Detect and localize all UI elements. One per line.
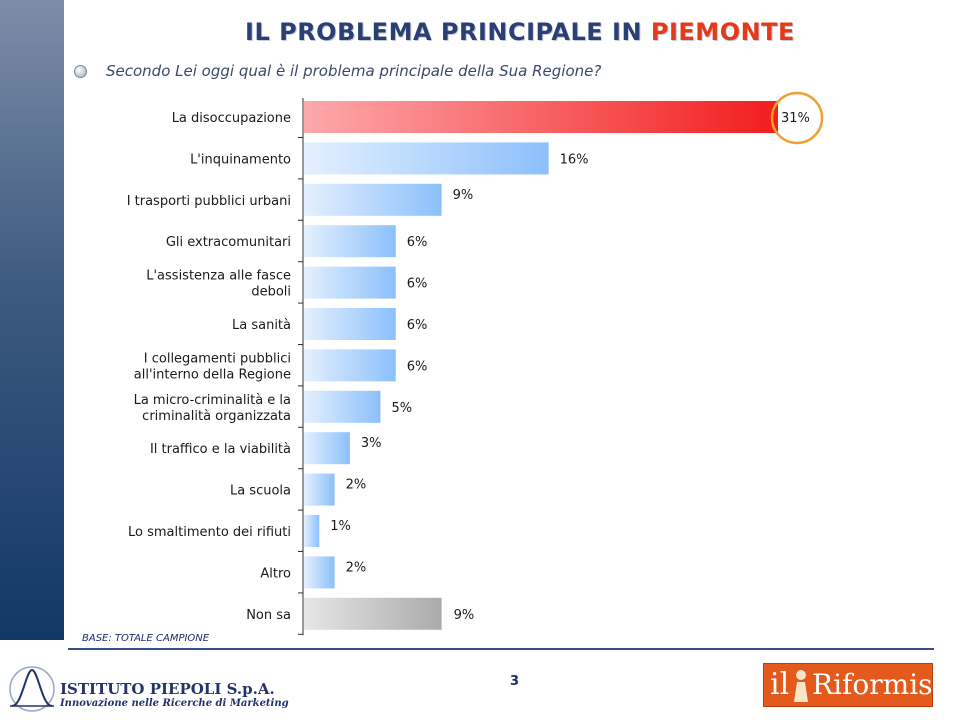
highlight-circle: [770, 91, 824, 145]
category-label: La disoccupazione: [172, 111, 291, 126]
riformista-logo: il Riformista: [763, 663, 960, 707]
bar-11: [304, 515, 320, 547]
value-label: 2%: [346, 478, 367, 493]
bullet-icon: [74, 65, 87, 78]
category-label: Gli extracomunitari: [166, 235, 291, 250]
base-note: BASE: TOTALE CAMPIONE: [82, 633, 210, 644]
survey-question: Secondo Lei oggi qual è il problema prin…: [106, 62, 602, 80]
chart-plot-area: La disoccupazione 31% L'inquinamento 16% I t…: [127, 91, 824, 636]
bell-curve-icon: [9, 666, 55, 712]
value-label: 9%: [453, 188, 474, 203]
value-label: 31%: [781, 111, 810, 126]
category-label: La micro-criminalità e la criminalità org…: [134, 393, 291, 424]
bar-9: [304, 432, 350, 465]
riformista-prefix: il: [770, 667, 790, 702]
bar-10: [304, 473, 335, 506]
value-label: 6%: [407, 235, 428, 250]
category-label: I trasporti pubblici urbani: [127, 194, 291, 209]
bar-12: [304, 556, 335, 589]
bar-6: [304, 308, 396, 340]
piepoli-logo: [8, 662, 258, 714]
category-label: I collegamenti pubblici all'interno della…: [134, 351, 291, 382]
title-highlight: PIEMONTE: [650, 18, 795, 46]
bar-1: [304, 101, 778, 133]
value-label: 3%: [361, 436, 382, 451]
value-label: 6%: [407, 277, 428, 292]
sidebar-decoration: [0, 0, 64, 640]
category-label: La scuola: [230, 484, 291, 499]
bar-chart: La disoccupazione 31% L'inquinamento 16% I t…: [127, 91, 824, 636]
title-prefix: IL PROBLEMA PRINCIPALE IN: [245, 18, 651, 46]
value-label: 6%: [407, 359, 428, 374]
bar-13: [304, 597, 442, 630]
bar-2: [304, 142, 549, 175]
value-label: 2%: [346, 560, 367, 575]
bar-3: [304, 183, 442, 216]
value-label: 9%: [454, 608, 475, 623]
value-label: 5%: [391, 401, 412, 416]
category-label: Lo smaltimento dei rifiuti: [128, 525, 291, 540]
bar-8: [304, 390, 381, 423]
category-label: L'inquinamento: [190, 152, 291, 167]
figure-icon: [794, 670, 808, 702]
category-label: Non sa: [246, 608, 291, 623]
riformista-name: Riformista: [812, 668, 960, 701]
category-label: Altro: [260, 566, 291, 581]
page-number: 3: [510, 674, 520, 689]
value-label: 16%: [560, 152, 589, 167]
bar-5: [304, 266, 396, 299]
piepoli-tagline: Innovazione nelle Ricerche di Marketing: [60, 698, 289, 709]
bar-4: [304, 225, 396, 258]
bar-7: [304, 349, 396, 382]
category-label: Il traffico e la viabilità: [150, 442, 291, 457]
footer-divider: [68, 648, 934, 650]
category-label: La sanità: [232, 318, 291, 333]
value-label: 6%: [407, 318, 428, 333]
piepoli-name: ISTITUTO PIEPOLI S.p.A.: [60, 680, 275, 698]
page-title: IL PROBLEMA PRINCIPALE IN PIEMONTE: [70, 18, 960, 46]
category-label: L'assistenza alle fasce deboli: [146, 269, 291, 300]
value-label: 1%: [330, 519, 351, 534]
